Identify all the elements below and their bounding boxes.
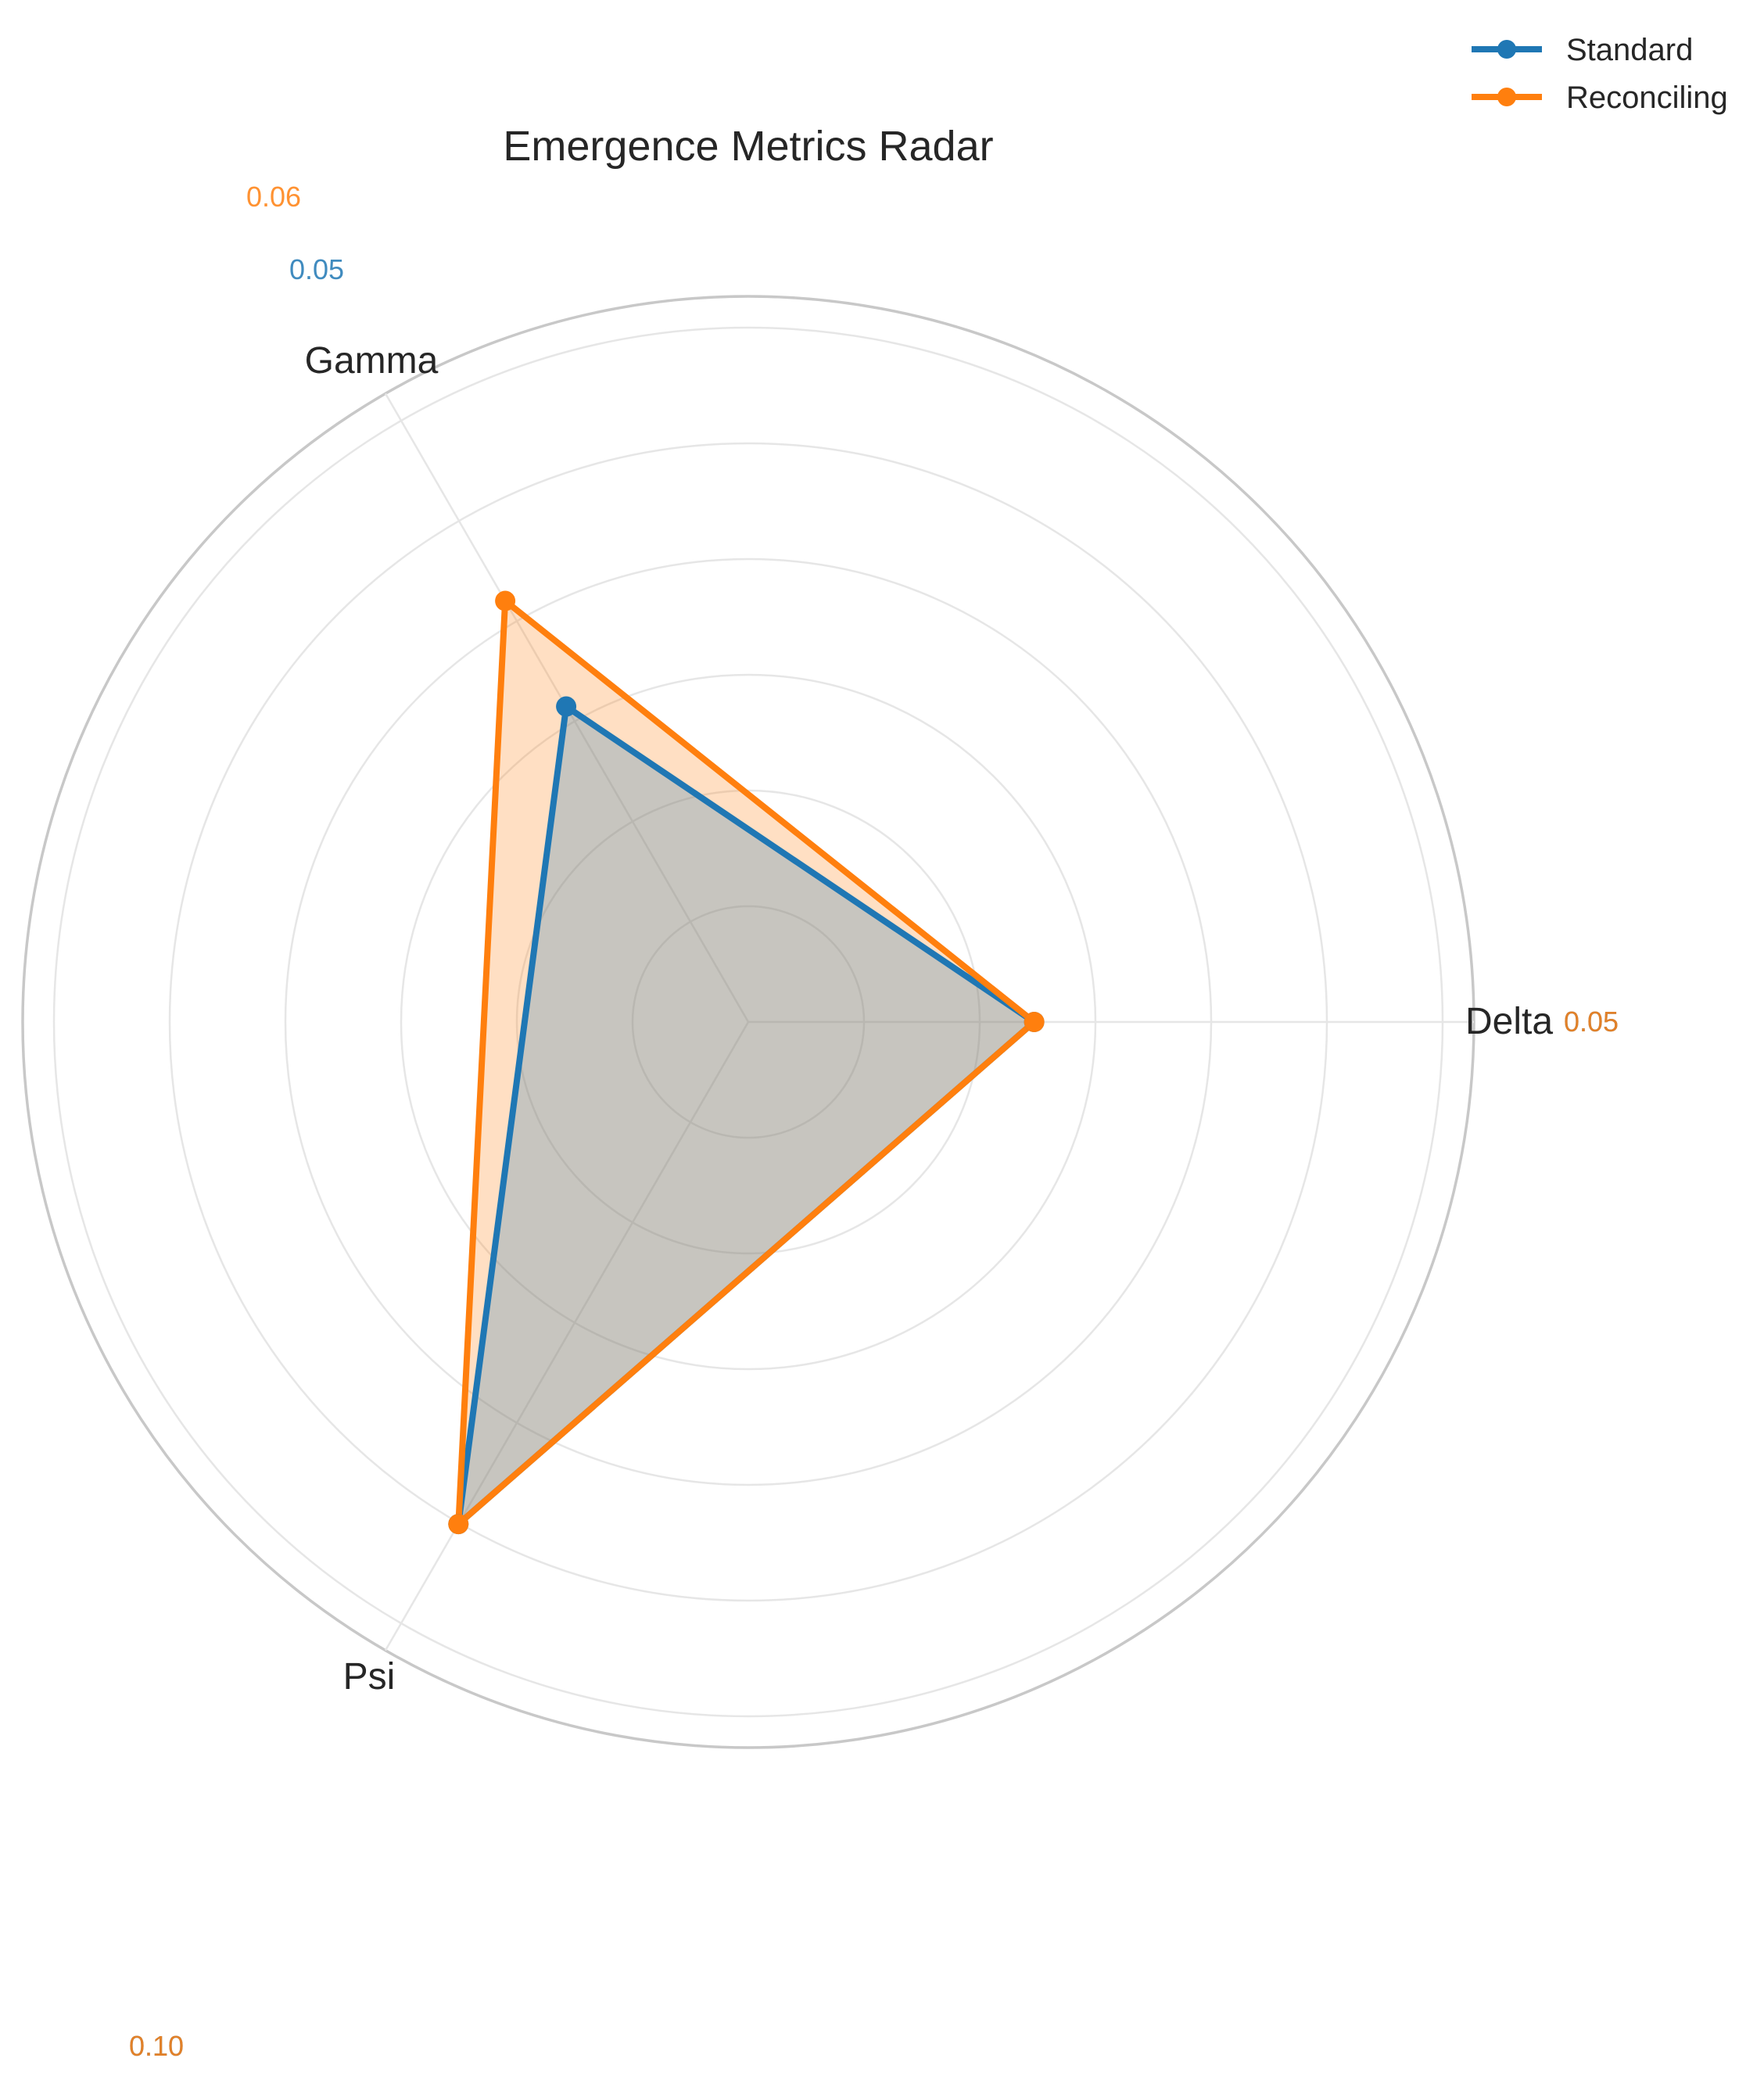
axis-max-label-standard-gamma: 0.05 (289, 253, 344, 285)
legend: Standard Reconciling (1472, 33, 1728, 115)
legend-marker-reconciling (1497, 88, 1516, 106)
spoke-psi (384, 1021, 750, 1651)
chart-title: Emergence Metrics Radar (503, 123, 993, 170)
point-standard-gamma (556, 696, 577, 717)
axis-label-psi: Psi (343, 1656, 396, 1698)
axis-label-delta: Delta (1465, 1001, 1553, 1042)
axis-max-label-reconciling-gamma: 0.06 (246, 181, 301, 213)
legend-marker-standard (1497, 40, 1516, 59)
series-line-reconciling (455, 597, 1037, 1528)
series-fill-standard (458, 706, 1034, 1525)
legend-label-standard: Standard (1566, 33, 1693, 67)
axis-max-label-standard-delta: 0.05 (1564, 1006, 1619, 1038)
series-fill-reconciling (458, 601, 1034, 1525)
axis-label-gamma: Gamma (305, 340, 439, 382)
axis-max-label-standard-psi: 0.10 (129, 2030, 184, 2062)
point-reconciling-gamma (495, 590, 516, 611)
legend-label-reconciling: Reconciling (1566, 81, 1728, 115)
axis-max-label-reconciling-psi: 0.10 (129, 2030, 184, 2062)
axis-max-label-reconciling-delta: 0.05 (1564, 1006, 1619, 1038)
point-reconciling-delta (1024, 1012, 1045, 1032)
radar-series (448, 590, 1045, 1535)
point-reconciling-psi (448, 1514, 469, 1535)
